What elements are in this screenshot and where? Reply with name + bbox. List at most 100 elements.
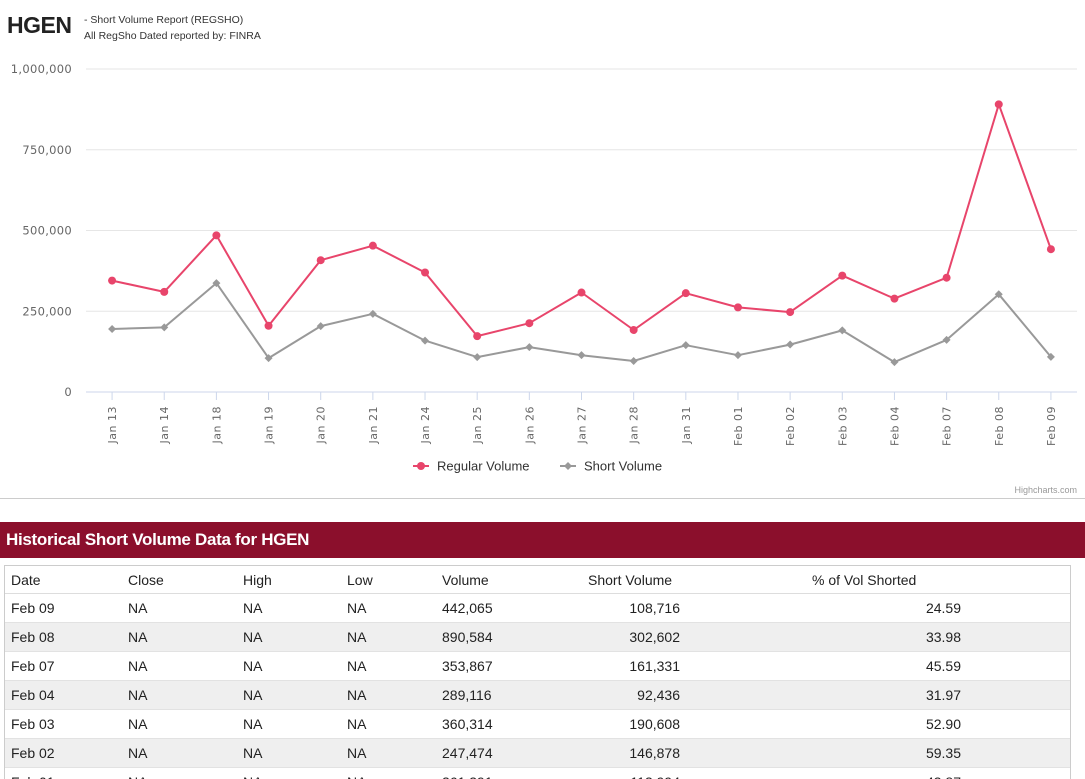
cell-low: NA: [347, 739, 442, 768]
report-source: All RegSho Dated reported by: FINRA: [84, 30, 261, 42]
cell-pct-shorted: 43.87: [812, 768, 1070, 779]
cell-volume: 360,314: [442, 710, 588, 739]
regular-volume-point: [473, 332, 481, 340]
cell-low: NA: [347, 710, 442, 739]
cell-date: Feb 07: [5, 652, 128, 681]
highcharts-credits[interactable]: Highcharts.com: [1014, 485, 1077, 495]
cell-short-volume: 146,878: [588, 739, 812, 768]
legend-marker: [417, 462, 425, 470]
x-tick-label: Feb 04: [888, 406, 901, 446]
regular-volume-point: [995, 100, 1003, 108]
short-volume-table-container: Date Close High Low Volume Short Volume …: [4, 565, 1071, 779]
cell-short-volume: 113,994: [588, 768, 812, 779]
cell-high: NA: [243, 681, 347, 710]
legend-item-0[interactable]: Regular Volume: [437, 459, 530, 474]
cell-date: Feb 02: [5, 739, 128, 768]
cell-close: NA: [128, 623, 243, 652]
x-tick-label: Jan 24: [419, 406, 432, 444]
chart-divider: [0, 498, 1085, 499]
cell-high: NA: [243, 710, 347, 739]
x-tick-label: Jan 18: [210, 406, 223, 444]
cell-short-volume: 190,608: [588, 710, 812, 739]
section-header-bar: Historical Short Volume Data for HGEN: [0, 522, 1085, 558]
cell-close: NA: [128, 768, 243, 779]
cell-high: NA: [243, 768, 347, 779]
short-volume-point: [630, 357, 638, 365]
cell-low: NA: [347, 623, 442, 652]
col-header-volume[interactable]: Volume: [442, 566, 588, 594]
regular-volume-point: [525, 319, 533, 327]
col-header-low[interactable]: Low: [347, 566, 442, 594]
cell-high: NA: [243, 623, 347, 652]
x-tick-label: Feb 09: [1045, 406, 1058, 446]
y-tick-label: 1,000,000: [11, 62, 72, 76]
section-title: Historical Short Volume Data for HGEN: [6, 530, 309, 550]
cell-volume: 442,065: [442, 594, 588, 623]
legend-marker: [564, 462, 572, 470]
cell-volume: 353,867: [442, 652, 588, 681]
report-subtitle: - Short Volume Report (REGSHO): [84, 14, 243, 26]
cell-volume: 890,584: [442, 623, 588, 652]
short-volume-point: [525, 343, 533, 351]
col-header-date[interactable]: Date: [5, 566, 128, 594]
short-volume-point: [108, 325, 116, 333]
regular-volume-point: [317, 256, 325, 264]
regular-volume-point: [369, 242, 377, 250]
regular-volume-point: [578, 289, 586, 297]
x-tick-label: Feb 01: [732, 406, 745, 446]
cell-short-volume: 302,602: [588, 623, 812, 652]
cell-high: NA: [243, 739, 347, 768]
regular-volume-point: [160, 288, 168, 296]
cell-date: Feb 09: [5, 594, 128, 623]
cell-pct-shorted: 24.59: [812, 594, 1070, 623]
regular-volume-point: [212, 231, 220, 239]
series-line-0: [112, 104, 1051, 336]
cell-volume: 247,474: [442, 739, 588, 768]
cell-low: NA: [347, 594, 442, 623]
cell-low: NA: [347, 681, 442, 710]
x-tick-label: Feb 03: [836, 406, 849, 446]
cell-low: NA: [347, 768, 442, 779]
cell-date: Feb 04: [5, 681, 128, 710]
ticker-symbol: HGEN: [7, 12, 71, 39]
col-header-short-volume[interactable]: Short Volume: [588, 566, 812, 594]
x-tick-label: Jan 27: [576, 406, 589, 444]
col-header-pct-shorted[interactable]: % of Vol Shorted: [812, 566, 1070, 594]
regular-volume-point: [265, 322, 273, 330]
cell-high: NA: [243, 594, 347, 623]
table-header-row: Date Close High Low Volume Short Volume …: [5, 566, 1070, 594]
y-tick-label: 500,000: [22, 224, 72, 238]
x-tick-label: Feb 02: [784, 406, 797, 446]
cell-close: NA: [128, 594, 243, 623]
regular-volume-point: [108, 277, 116, 285]
regular-volume-point: [890, 295, 898, 303]
short-volume-point: [734, 351, 742, 359]
regular-volume-point: [943, 274, 951, 282]
cell-date: Feb 01: [5, 768, 128, 779]
short-volume-point: [473, 353, 481, 361]
x-tick-label: Jan 25: [471, 406, 484, 444]
cell-low: NA: [347, 652, 442, 681]
short-volume-table: Date Close High Low Volume Short Volume …: [5, 566, 1070, 779]
cell-volume: 289,116: [442, 681, 588, 710]
x-tick-label: Feb 08: [993, 406, 1006, 446]
col-header-high[interactable]: High: [243, 566, 347, 594]
y-tick-label: 250,000: [22, 304, 72, 318]
regular-volume-point: [630, 326, 638, 334]
cell-pct-shorted: 45.59: [812, 652, 1070, 681]
regular-volume-point: [421, 268, 429, 276]
col-header-close[interactable]: Close: [128, 566, 243, 594]
cell-date: Feb 03: [5, 710, 128, 739]
table-row: Feb 01NANANA261,391113,99443.87: [5, 768, 1070, 779]
y-tick-label: 0: [64, 385, 72, 399]
cell-close: NA: [128, 710, 243, 739]
cell-pct-shorted: 31.97: [812, 681, 1070, 710]
cell-close: NA: [128, 652, 243, 681]
cell-pct-shorted: 33.98: [812, 623, 1070, 652]
legend-item-1[interactable]: Short Volume: [584, 459, 662, 474]
